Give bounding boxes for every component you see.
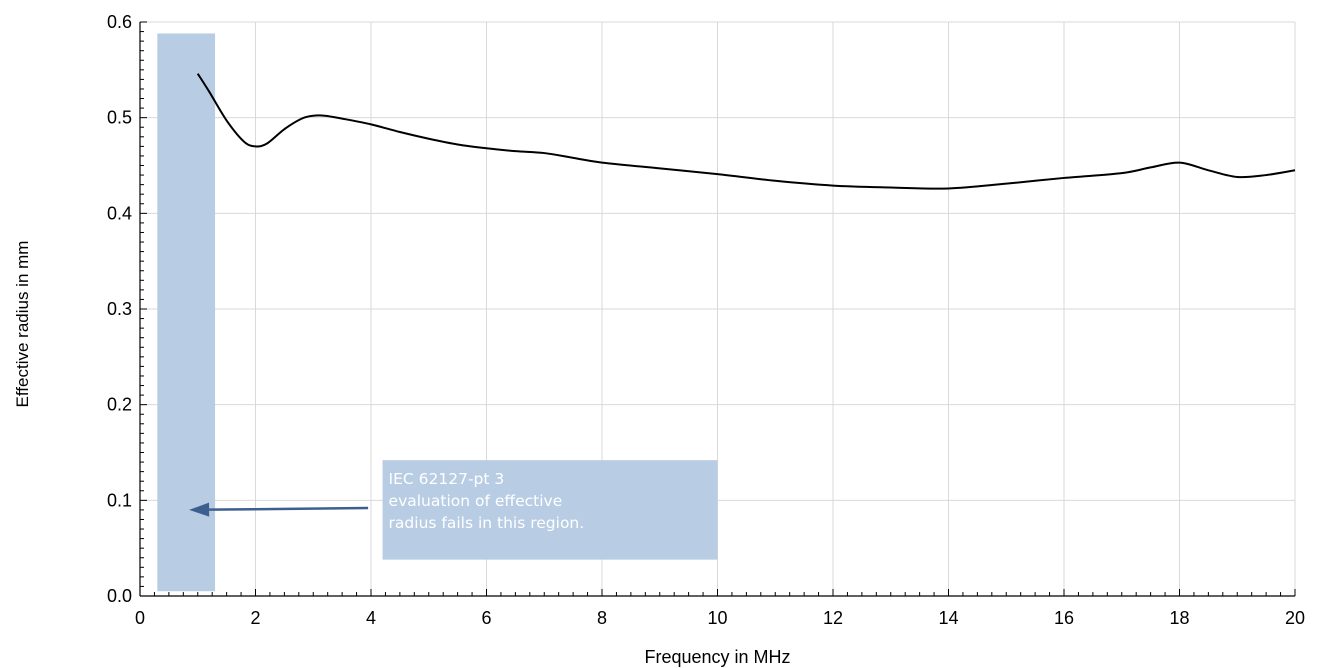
x-tick-label: 18 bbox=[1169, 608, 1189, 628]
y-tick-label: 0.5 bbox=[107, 108, 132, 128]
annotation-arrow-head bbox=[189, 502, 210, 517]
annotation-group: IEC 62127-pt 3 evaluation of effective rad… bbox=[189, 460, 718, 560]
x-tick-label: 4 bbox=[366, 608, 376, 628]
y-tick-label: 0.0 bbox=[107, 586, 132, 606]
x-tick-label: 20 bbox=[1285, 608, 1305, 628]
x-tick-label: 16 bbox=[1054, 608, 1074, 628]
x-tick-label: 12 bbox=[823, 608, 843, 628]
grid bbox=[140, 21, 1296, 596]
x-tick-label: 0 bbox=[135, 608, 145, 628]
annotation-arrow-shaft bbox=[209, 506, 369, 511]
y-tick-label: 0.6 bbox=[107, 12, 132, 32]
annotation-text-line: IEC 62127-pt 3 bbox=[389, 470, 505, 488]
y-tick-label: 0.1 bbox=[107, 490, 132, 510]
axes bbox=[139, 21, 1296, 597]
series-group bbox=[196, 73, 1296, 190]
x-tick-label: 6 bbox=[481, 608, 491, 628]
series-line bbox=[196, 73, 1296, 190]
annotation-text-line: radius fails in this region. bbox=[389, 514, 585, 532]
x-tick-label: 10 bbox=[707, 608, 727, 628]
shaded-region bbox=[157, 33, 216, 592]
y-tick-label: 0.4 bbox=[107, 203, 132, 223]
x-tick-label: 2 bbox=[250, 608, 260, 628]
tick-labels: 0 2 4 6 8 10 12 14 16 18 20 0.0 0.1 0.2 0.3 0.4 0.5 0.6 bbox=[107, 12, 1305, 628]
x-axis-title: Frequency in MHz bbox=[644, 647, 790, 667]
y-tick-label: 0.2 bbox=[107, 395, 132, 415]
x-tick-label: 8 bbox=[597, 608, 607, 628]
y-axis-title: Effective radius in mm bbox=[13, 241, 32, 408]
shaded-region-group bbox=[157, 33, 216, 592]
annotation-box bbox=[382, 460, 718, 560]
annotation-text-line: evaluation of effective bbox=[389, 492, 563, 510]
x-tick-label: 14 bbox=[938, 608, 958, 628]
y-tick-label: 0.3 bbox=[107, 299, 132, 319]
